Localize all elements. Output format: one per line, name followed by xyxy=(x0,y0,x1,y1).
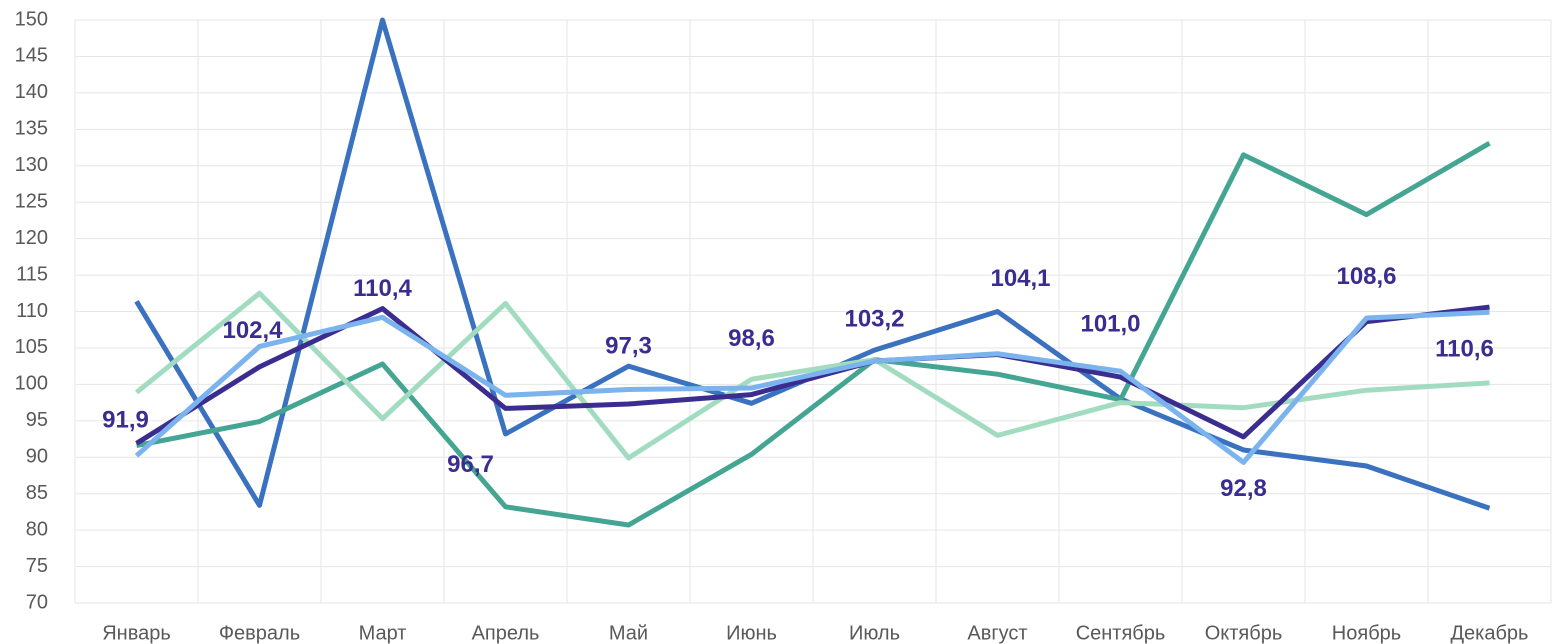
y-tick-label: 70 xyxy=(26,591,48,613)
y-tick-label: 95 xyxy=(26,409,48,431)
series-line xyxy=(134,309,1490,465)
y-tick-label: 150 xyxy=(15,8,48,30)
data-label: 97,3 xyxy=(605,332,652,359)
data-label: 91,9 xyxy=(102,407,149,434)
x-tick-label: Апрель xyxy=(472,622,540,644)
x-tick-label: Июнь xyxy=(726,622,777,644)
x-tick-label: Июль xyxy=(849,622,900,644)
y-tick-label: 130 xyxy=(15,154,48,176)
y-tick-label: 110 xyxy=(16,300,48,322)
x-tick-label: Сентябрь xyxy=(1076,622,1166,644)
y-tick-label: 145 xyxy=(15,45,48,67)
y-tick-label: 90 xyxy=(26,446,48,468)
x-tick-label: Январь xyxy=(102,622,171,644)
x-tick-label: Август xyxy=(967,622,1027,644)
data-label: 102,4 xyxy=(222,317,283,344)
data-label: 92,8 xyxy=(1220,475,1267,502)
y-tick-label: 125 xyxy=(15,190,48,212)
x-tick-label: Февраль xyxy=(219,622,300,644)
data-label: 98,6 xyxy=(728,325,775,352)
series-line xyxy=(134,290,1490,461)
y-tick-label: 135 xyxy=(15,118,48,140)
data-label: 110,4 xyxy=(353,275,412,302)
data-label: 108,6 xyxy=(1336,263,1396,290)
data-label: 101,0 xyxy=(1080,310,1140,337)
data-label: 110,6 xyxy=(1435,335,1494,362)
x-tick-label: Октябрь xyxy=(1205,622,1283,644)
y-tick-label: 120 xyxy=(15,227,48,249)
series-line xyxy=(135,304,1490,446)
y-tick-label: 75 xyxy=(26,555,48,577)
x-tick-label: Декабрь xyxy=(1451,622,1529,644)
data-label: 104,1 xyxy=(990,265,1050,292)
data-label: 103,2 xyxy=(844,305,904,332)
y-tick-label: 80 xyxy=(26,518,48,540)
x-tick-label: Май xyxy=(609,622,648,644)
y-tick-label: 105 xyxy=(15,336,48,358)
series-line xyxy=(136,140,1491,528)
x-tick-label: Ноябрь xyxy=(1332,622,1401,644)
y-tick-label: 100 xyxy=(15,373,48,395)
y-tick-label: 115 xyxy=(16,263,48,285)
y-tick-label: 140 xyxy=(15,81,48,103)
y-tick-label: 85 xyxy=(26,482,48,504)
x-tick-label: Март xyxy=(359,622,407,644)
data-label: 96,7 xyxy=(447,451,494,478)
